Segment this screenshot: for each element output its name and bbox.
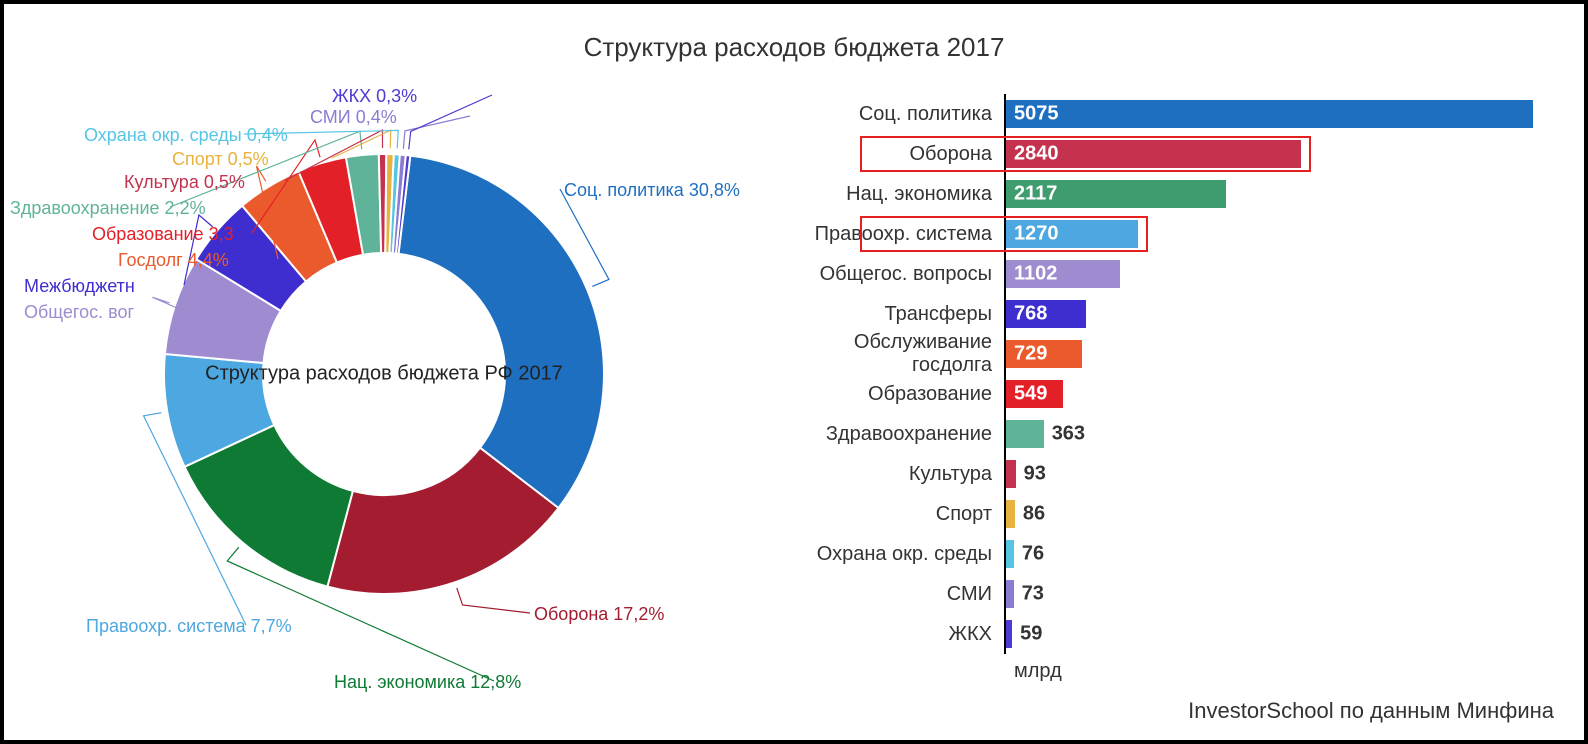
donut-center-text: Структура расходов бюджета РФ 2017 — [205, 363, 563, 386]
donut-slice-label: Общегос. вог — [24, 302, 134, 323]
bar-area: 93 — [1004, 454, 1554, 494]
bar-area: 363 — [1004, 414, 1554, 454]
bar-rect — [1006, 500, 1015, 528]
bar-category-label: Здравоохранение — [804, 423, 1004, 446]
bar-category-label: Обслуживание госдолга — [804, 331, 1004, 377]
bar-value: 1270 — [1014, 223, 1059, 246]
donut-slice-label: Госдолг 4,4% — [118, 250, 229, 271]
source-text: InvestorSchool по данным Минфина — [1188, 698, 1554, 724]
bar-category-label: Правоохр. система — [804, 223, 1004, 246]
bar-chart: Соц. политика 5075 Оборона 2840 Нац. экономи… — [804, 94, 1554, 654]
bar-area: 2117 — [1004, 174, 1554, 214]
bar-area: 2840 — [1004, 134, 1554, 174]
donut-slice-label: Культура 0,5% — [124, 172, 245, 193]
bar-row: Здравоохранение 363 — [804, 414, 1554, 454]
bar-rect — [1006, 100, 1533, 128]
bar-category-label: СМИ — [804, 583, 1004, 606]
bar-value: 1102 — [1014, 263, 1057, 286]
bar-row: Обслуживание госдолга 729 — [804, 334, 1554, 374]
bar-category-label: Нац. экономика — [804, 183, 1004, 206]
bar-value: 729 — [1014, 343, 1047, 366]
donut-slice-label: Оборона 17,2% — [534, 604, 664, 625]
donut-slice-label: Спорт 0,5% — [172, 149, 269, 170]
bar-category-label: Охрана окр. среды — [804, 543, 1004, 566]
bar-area: 86 — [1004, 494, 1554, 534]
bar-row: ЖКХ 59 — [804, 614, 1554, 654]
bar-area: 768 — [1004, 294, 1554, 334]
bar-area: 76 — [1004, 534, 1554, 574]
bar-category-label: Общегос. вопросы — [804, 263, 1004, 286]
bar-row: Спорт 86 — [804, 494, 1554, 534]
bar-row: Культура 93 — [804, 454, 1554, 494]
bar-rect — [1006, 620, 1012, 648]
donut-slice-label: Здравоохранение 2,2% — [10, 198, 206, 219]
bar-row: Правоохр. система 1270 — [804, 214, 1554, 254]
bar-value: 363 — [1052, 423, 1085, 446]
bar-value: 549 — [1014, 383, 1047, 406]
bar-category-label: ЖКХ — [804, 623, 1004, 646]
donut-slice-label: Правоохр. система 7,7% — [86, 616, 292, 637]
chart-frame: Структура расходов бюджета 2017 Структур… — [0, 0, 1588, 744]
bar-value: 2840 — [1014, 143, 1059, 166]
bar-value: 73 — [1022, 583, 1044, 606]
donut-slice — [398, 156, 604, 508]
chart-title: Структура расходов бюджета 2017 — [4, 32, 1584, 63]
bar-row: Трансферы 768 — [804, 294, 1554, 334]
bar-unit-label: млрд — [1014, 660, 1062, 683]
bar-rect — [1006, 580, 1014, 608]
bar-area: 59 — [1004, 614, 1554, 654]
bar-value: 93 — [1024, 463, 1046, 486]
bar-row: Образование 549 — [804, 374, 1554, 414]
bar-area: 1270 — [1004, 214, 1554, 254]
bar-row: Охрана окр. среды 76 — [804, 534, 1554, 574]
bar-rect — [1006, 540, 1014, 568]
bar-value: 76 — [1022, 543, 1044, 566]
bar-area: 729 — [1004, 334, 1554, 374]
bar-value: 768 — [1014, 303, 1047, 326]
bar-category-label: Оборона — [804, 143, 1004, 166]
bar-area: 5075 — [1004, 94, 1554, 134]
bar-category-label: Соц. политика — [804, 103, 1004, 126]
donut-slice-label: Образование 3,3 — [92, 224, 234, 245]
bar-category-label: Культура — [804, 463, 1004, 486]
donut-slice-label: Нац. экономика 12,8% — [334, 672, 521, 693]
bar-category-label: Образование — [804, 383, 1004, 406]
bar-row: Общегос. вопросы 1102 — [804, 254, 1554, 294]
bar-row: Нац. экономика 2117 — [804, 174, 1554, 214]
donut-slice-label: ЖКХ 0,3% — [332, 86, 417, 107]
donut-slice-label: СМИ 0,4% — [310, 107, 397, 128]
donut-slice-label: Соц. политика 30,8% — [564, 180, 740, 201]
bar-value: 86 — [1023, 503, 1045, 526]
bar-category-label: Спорт — [804, 503, 1004, 526]
bar-row: Оборона 2840 — [804, 134, 1554, 174]
bar-area: 1102 — [1004, 254, 1554, 294]
bar-rect — [1006, 460, 1016, 488]
donut-slice-label: Межбюджетн — [24, 276, 135, 297]
bar-value: 5075 — [1014, 103, 1059, 126]
bar-area: 73 — [1004, 574, 1554, 614]
bar-row: СМИ 73 — [804, 574, 1554, 614]
bar-value: 2117 — [1014, 183, 1057, 206]
bar-rect — [1006, 420, 1044, 448]
donut-slice-label: Охрана окр. среды 0,4% — [84, 125, 288, 146]
bar-value: 59 — [1020, 623, 1042, 646]
bar-category-label: Трансферы — [804, 303, 1004, 326]
bar-row: Соц. политика 5075 — [804, 94, 1554, 134]
bar-area: 549 — [1004, 374, 1554, 414]
